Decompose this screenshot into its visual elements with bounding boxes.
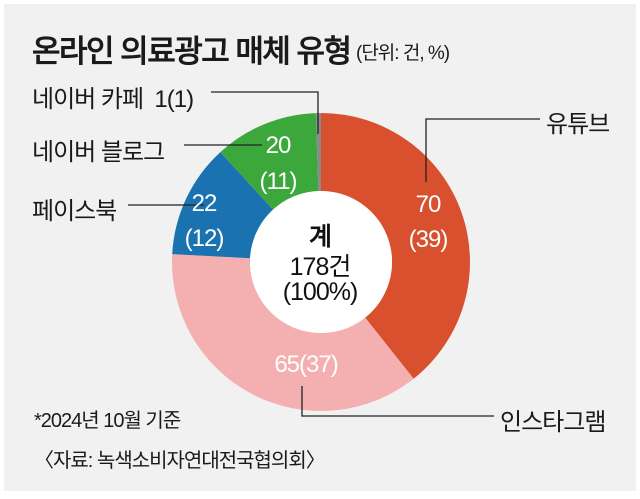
donut-slice-0 bbox=[321, 113, 470, 379]
chart-frame: 온라인 의료광고 매체 유형 (단위: 건, %) 네이버 카페 1(1) 네이… bbox=[4, 4, 636, 491]
donut-slice-3 bbox=[220, 113, 319, 210]
donut-chart bbox=[128, 91, 540, 417]
leader-line-instagram bbox=[301, 386, 494, 417]
label-naver-cafe: 네이버 카페 1(1) bbox=[32, 86, 194, 113]
value-facebook: 22 bbox=[191, 190, 218, 217]
unit-label: (단위: 건, %) bbox=[356, 43, 450, 64]
value-youtube: 70 bbox=[415, 191, 442, 218]
donut-hole bbox=[250, 191, 392, 333]
label-naver-blog: 네이버 블로그 bbox=[32, 139, 165, 166]
leader-lines bbox=[128, 91, 540, 417]
label-youtube: 유튜브 bbox=[546, 111, 610, 138]
chart-title: 온라인 의료광고 매체 유형 bbox=[32, 34, 352, 69]
footnote: *2024년 10월 기준 bbox=[34, 410, 181, 432]
center-percent: (100%) bbox=[282, 278, 359, 306]
donut-slice-1 bbox=[172, 254, 414, 411]
donut-slice-2 bbox=[172, 152, 274, 259]
label-instagram: 인스타그램 bbox=[500, 409, 606, 436]
percent-facebook: (12) bbox=[184, 225, 225, 252]
center-total: 178건 bbox=[289, 253, 352, 281]
label-facebook: 페이스북 bbox=[32, 198, 117, 225]
value-instagram: 65(37) bbox=[274, 351, 338, 378]
source: 〈자료: 녹색소비자연대전국협의회〉 bbox=[34, 450, 326, 472]
percent-naver-blog: (11) bbox=[259, 168, 298, 195]
value-naver-blog: 20 bbox=[265, 132, 292, 159]
donut-slice-4 bbox=[315, 113, 321, 192]
center-label: 계 bbox=[308, 223, 332, 251]
leader-line-cafe bbox=[211, 91, 319, 134]
value-naver-cafe: 1(1) bbox=[154, 86, 194, 113]
percent-youtube: (39) bbox=[408, 226, 449, 253]
leader-line-youtube bbox=[425, 118, 540, 182]
